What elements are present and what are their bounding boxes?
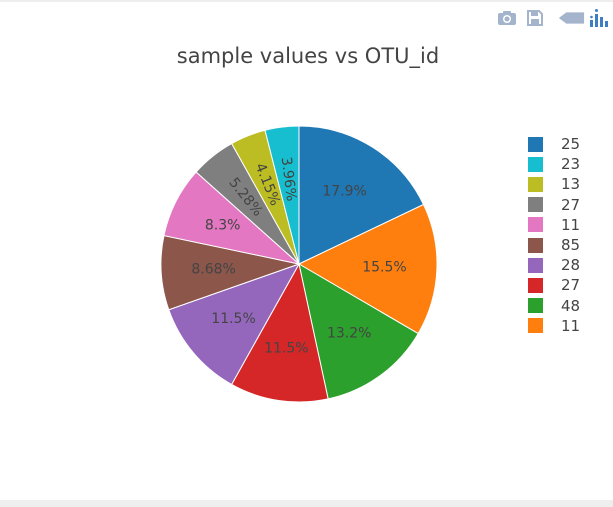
legend-item[interactable]: 25 xyxy=(528,134,580,154)
legend-swatch xyxy=(528,318,543,334)
legend-item[interactable]: 27 xyxy=(528,275,580,295)
legend-swatch xyxy=(528,257,543,273)
legend-item[interactable]: 13 xyxy=(528,174,580,194)
legend-swatch xyxy=(528,197,543,213)
legend-label: 11 xyxy=(561,316,581,335)
pie-slice-9[interactable] xyxy=(264,125,300,265)
legend-item[interactable]: 85 xyxy=(528,235,580,255)
legend-label: 28 xyxy=(561,256,581,275)
slice-label-9: 3.96% xyxy=(278,156,299,202)
slice-label-6: 8.3% xyxy=(205,217,241,233)
slice-label-3: 11.5% xyxy=(264,341,308,357)
slice-label-1: 15.5% xyxy=(362,260,406,276)
slice-label-4: 11.5% xyxy=(211,311,255,327)
pie-slice-2[interactable] xyxy=(298,262,419,400)
legend-label: 27 xyxy=(561,195,581,214)
pie-slice-1[interactable] xyxy=(297,203,438,335)
legend-label: 25 xyxy=(561,135,581,154)
legend-swatch xyxy=(528,277,543,293)
legend-swatch xyxy=(528,136,543,152)
legend-label: 27 xyxy=(561,276,581,295)
legend-label: 23 xyxy=(561,155,581,174)
pie-slice-4[interactable] xyxy=(168,263,301,386)
pie-slice-0[interactable] xyxy=(298,125,425,265)
legend-swatch xyxy=(528,217,543,233)
legend-label: 13 xyxy=(561,175,581,194)
legend-item[interactable]: 27 xyxy=(528,195,580,215)
plotly-logo-icon[interactable] xyxy=(585,7,613,29)
bottom-border xyxy=(0,500,613,507)
legend-item[interactable]: 23 xyxy=(528,154,580,174)
legend-item[interactable]: 48 xyxy=(528,296,580,316)
pie-slice-3[interactable] xyxy=(230,262,329,403)
legend-label: 85 xyxy=(561,236,581,255)
slice-label-5: 8.68% xyxy=(191,262,235,278)
modebar xyxy=(493,7,613,29)
top-border xyxy=(0,0,613,2)
back-arrow-icon[interactable] xyxy=(557,7,585,29)
legend-swatch xyxy=(528,176,543,192)
legend-label: 48 xyxy=(561,296,581,315)
legend-item[interactable]: 11 xyxy=(528,316,580,336)
legend-swatch xyxy=(528,237,543,253)
chart-title: sample values vs OTU_id xyxy=(176,44,440,68)
legend-item[interactable]: 28 xyxy=(528,255,580,275)
slice-label-0: 17.9% xyxy=(322,184,366,200)
camera-icon[interactable] xyxy=(493,7,521,29)
legend-swatch xyxy=(528,298,543,314)
legend: 25 23 13 27 11 85 28 27 48 11 xyxy=(528,134,580,336)
legend-swatch xyxy=(528,156,543,172)
save-icon[interactable] xyxy=(521,7,549,29)
slice-label-2: 13.2% xyxy=(327,325,371,341)
legend-item[interactable]: 11 xyxy=(528,215,580,235)
legend-label: 11 xyxy=(561,215,581,234)
